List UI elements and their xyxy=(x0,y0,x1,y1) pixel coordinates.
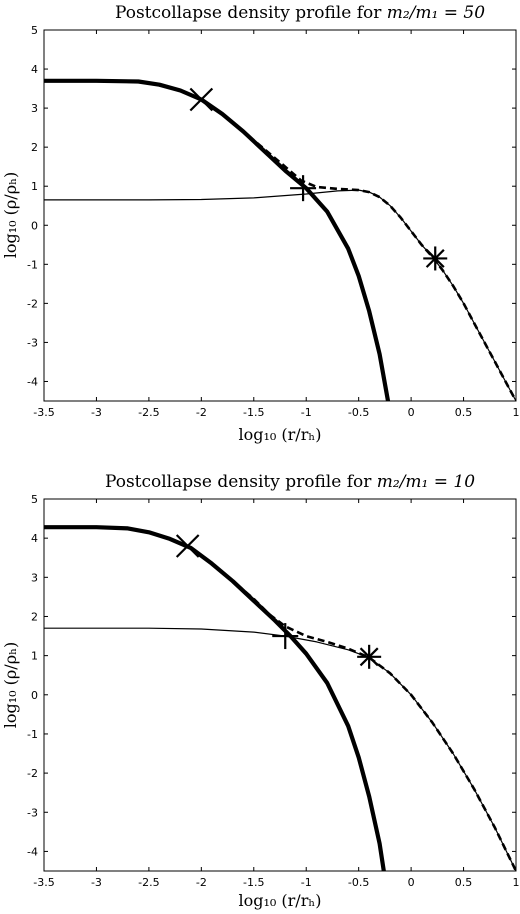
series-line-thin-solid xyxy=(44,627,516,871)
x-tick-label: -1.5 xyxy=(243,876,264,889)
marker-star xyxy=(357,644,382,669)
marker-stroke xyxy=(359,647,379,667)
x-tick-label: 1 xyxy=(513,876,520,889)
marker-group xyxy=(189,87,448,271)
y-tick-label: -1 xyxy=(27,258,38,271)
x-tick-label: -1 xyxy=(301,876,312,889)
x-tick-label: 1 xyxy=(513,406,520,419)
x-tick-label: -1.5 xyxy=(243,406,264,419)
x-tick-label: 0.5 xyxy=(455,876,473,889)
x-tick-label: -1 xyxy=(301,406,312,419)
marker-x xyxy=(189,87,214,112)
chart-title: Postcollapse density profile for m₂/m₁ =… xyxy=(115,3,485,23)
plot-frame xyxy=(43,498,517,872)
y-axis-label: log₁₀ (ρ/ρₕ) xyxy=(1,172,20,259)
y-tick-label: -4 xyxy=(27,375,38,388)
x-tick-label: 0 xyxy=(408,406,415,419)
marker-plus xyxy=(272,623,299,650)
x-tick-label: 0 xyxy=(408,876,415,889)
y-tick-label: 0 xyxy=(31,219,38,232)
x-tick-label: -3.5 xyxy=(33,876,54,889)
y-tick-label: 1 xyxy=(31,180,38,193)
x-axis-label: log₁₀ (r/rₕ) xyxy=(239,425,322,444)
y-tick-label: 3 xyxy=(31,102,38,115)
series-line-thick-solid xyxy=(44,78,391,401)
x-tick-label: -2.5 xyxy=(138,406,159,419)
series-line-dashed xyxy=(44,525,516,871)
marker-stroke xyxy=(175,534,200,558)
y-tick-label: 2 xyxy=(31,610,38,623)
y-tick-label: -1 xyxy=(27,728,38,741)
chart-title: Postcollapse density profile for m₂/m₁ =… xyxy=(105,472,475,492)
marker-stroke xyxy=(189,87,214,112)
x-tick-label: -2.5 xyxy=(138,876,159,889)
y-tick-label: 4 xyxy=(31,63,38,76)
y-tick-label: -2 xyxy=(27,767,38,780)
plot-frame xyxy=(43,29,517,402)
x-tick-label: -3 xyxy=(91,406,102,419)
series-group xyxy=(44,525,516,871)
y-axis-label: log₁₀ (ρ/ρₕ) xyxy=(1,642,20,729)
axis-ticks: -3.5 -3 -2.5 -2 -1.5 -1 -0.5 0 0.5 1 5 4 3 2 1 0 -1 -2 -3 -… xyxy=(27,493,519,889)
x-tick-label: -0.5 xyxy=(348,876,369,889)
chart-panel-top: Postcollapse density profile for m₂/m₁ =… xyxy=(1,3,520,444)
chart-panel-bottom: Postcollapse density profile for m₂/m₁ =… xyxy=(1,472,520,910)
y-tick-label: -2 xyxy=(27,297,38,310)
series-line-dashed xyxy=(44,79,516,401)
x-tick-label: -0.5 xyxy=(348,406,369,419)
y-tick-label: 4 xyxy=(31,532,38,545)
series-line-thin-solid xyxy=(44,189,516,401)
axis-ticks: -3.5 -3 -2.5 -2 -1.5 -1 -0.5 0 0.5 1 5 4 3 2 1 0 -1 -2 -3 -… xyxy=(27,24,519,419)
marker-group xyxy=(175,534,382,669)
marker-x xyxy=(175,534,200,558)
x-tick-label: -2 xyxy=(196,876,207,889)
x-axis-label: log₁₀ (r/rₕ) xyxy=(239,891,322,910)
y-tick-label: 5 xyxy=(31,493,38,506)
y-tick-label: 0 xyxy=(31,689,38,702)
marker-star xyxy=(423,246,448,271)
x-tick-label: -3.5 xyxy=(33,406,54,419)
x-tick-label: 0.5 xyxy=(455,406,473,419)
series-line-thick-solid xyxy=(44,525,386,871)
y-tick-label: 1 xyxy=(31,650,38,663)
x-tick-label: -2 xyxy=(196,406,207,419)
marker-plus xyxy=(290,175,317,202)
series-group xyxy=(44,78,516,401)
y-tick-label: -3 xyxy=(27,336,38,349)
x-tick-label: -3 xyxy=(91,876,102,889)
y-tick-label: 3 xyxy=(31,571,38,584)
y-tick-label: 5 xyxy=(31,24,38,37)
y-tick-label: -4 xyxy=(27,845,38,858)
y-tick-label: -3 xyxy=(27,806,38,819)
y-tick-label: 2 xyxy=(31,141,38,154)
marker-stroke xyxy=(425,249,445,268)
